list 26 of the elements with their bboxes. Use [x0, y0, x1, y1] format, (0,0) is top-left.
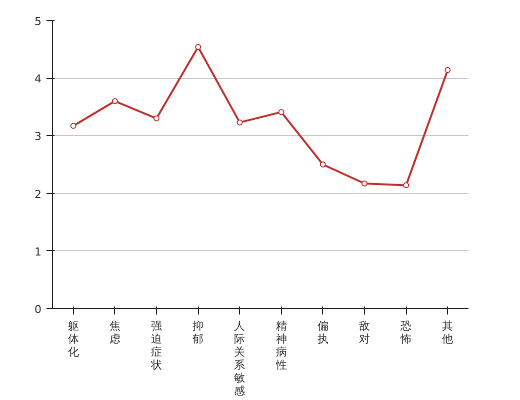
point: [236, 119, 243, 126]
y-tick-label: 4: [34, 72, 42, 86]
x-tick-label: 焦虑: [109, 320, 120, 346]
y-tick-label: 0: [34, 303, 42, 316]
point: [403, 182, 410, 188]
y-tick-label: 5: [34, 15, 42, 28]
x-tick-label: 其他: [442, 320, 454, 346]
x-tick-label: 偏执: [317, 320, 328, 346]
point: [362, 180, 368, 187]
x-tick-label: 抑郁: [192, 320, 204, 346]
x-tick-label: 躯体化: [68, 320, 79, 358]
x-tick-label: 精神病性: [274, 320, 287, 372]
point: [320, 162, 326, 168]
point: [70, 122, 76, 129]
y-tick-label: 1: [34, 245, 42, 258]
point: [444, 67, 451, 74]
y-tick-label: 2: [34, 188, 42, 201]
x-tick-label: 强迫症状: [150, 320, 162, 372]
x-tick-label: 恐怖: [400, 320, 412, 346]
point: [154, 115, 160, 122]
y-tick-label: 3: [34, 130, 42, 144]
point: [112, 98, 118, 104]
x-tick-label: 敌对: [359, 320, 370, 346]
point: [278, 109, 284, 116]
point: [195, 44, 202, 50]
x-tick-label: 人际关系敏感: [234, 320, 246, 398]
